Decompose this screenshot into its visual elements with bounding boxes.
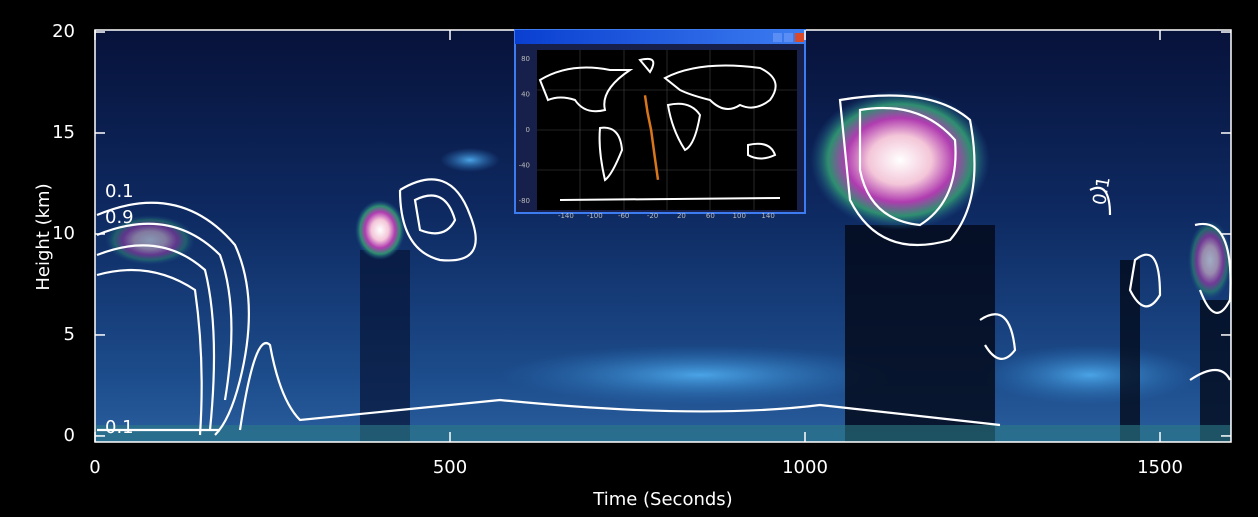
x-axis-label: Time (Seconds) [592, 489, 732, 510]
x-tick-label: 1500 [1137, 457, 1183, 478]
y-axis-label: Height (km) [33, 183, 54, 290]
contour-label: 0.1 [105, 417, 134, 438]
contour-label: 0.9 [105, 207, 134, 228]
x-tick-label: 20 [677, 212, 686, 220]
y-tick-label: 0 [526, 126, 530, 134]
x-tick-label: -140 [558, 212, 574, 220]
y-tick-label: -80 [519, 197, 530, 205]
map-window [515, 30, 805, 213]
y-tick-label: 0 [64, 425, 75, 446]
y-tick-label: 40 [521, 90, 530, 98]
y-tick-label: 15 [52, 122, 75, 143]
x-tick-label: 1000 [782, 457, 828, 478]
x-tick-label: -20 [647, 212, 658, 220]
y-tick-label: 10 [52, 223, 75, 244]
y-tick-label: 5 [64, 324, 75, 345]
x-tick-label: 140 [761, 212, 774, 220]
x-tick-label: 0 [89, 457, 100, 478]
chart: 0.1 0.9 0.1 0.1 Time (Seconds) Height (k… [0, 0, 1258, 517]
x-tick-label: 60 [706, 212, 715, 220]
contour-label: 0.1 [105, 181, 134, 202]
y-tick-label: -40 [519, 162, 530, 170]
y-tick-label: 20 [52, 21, 75, 42]
y-tick-label: 80 [521, 55, 530, 63]
x-tick-label: 500 [433, 457, 467, 478]
x-tick-label: 100 [733, 212, 746, 220]
x-tick-label: -60 [618, 212, 629, 220]
x-tick-label: -100 [587, 212, 603, 220]
